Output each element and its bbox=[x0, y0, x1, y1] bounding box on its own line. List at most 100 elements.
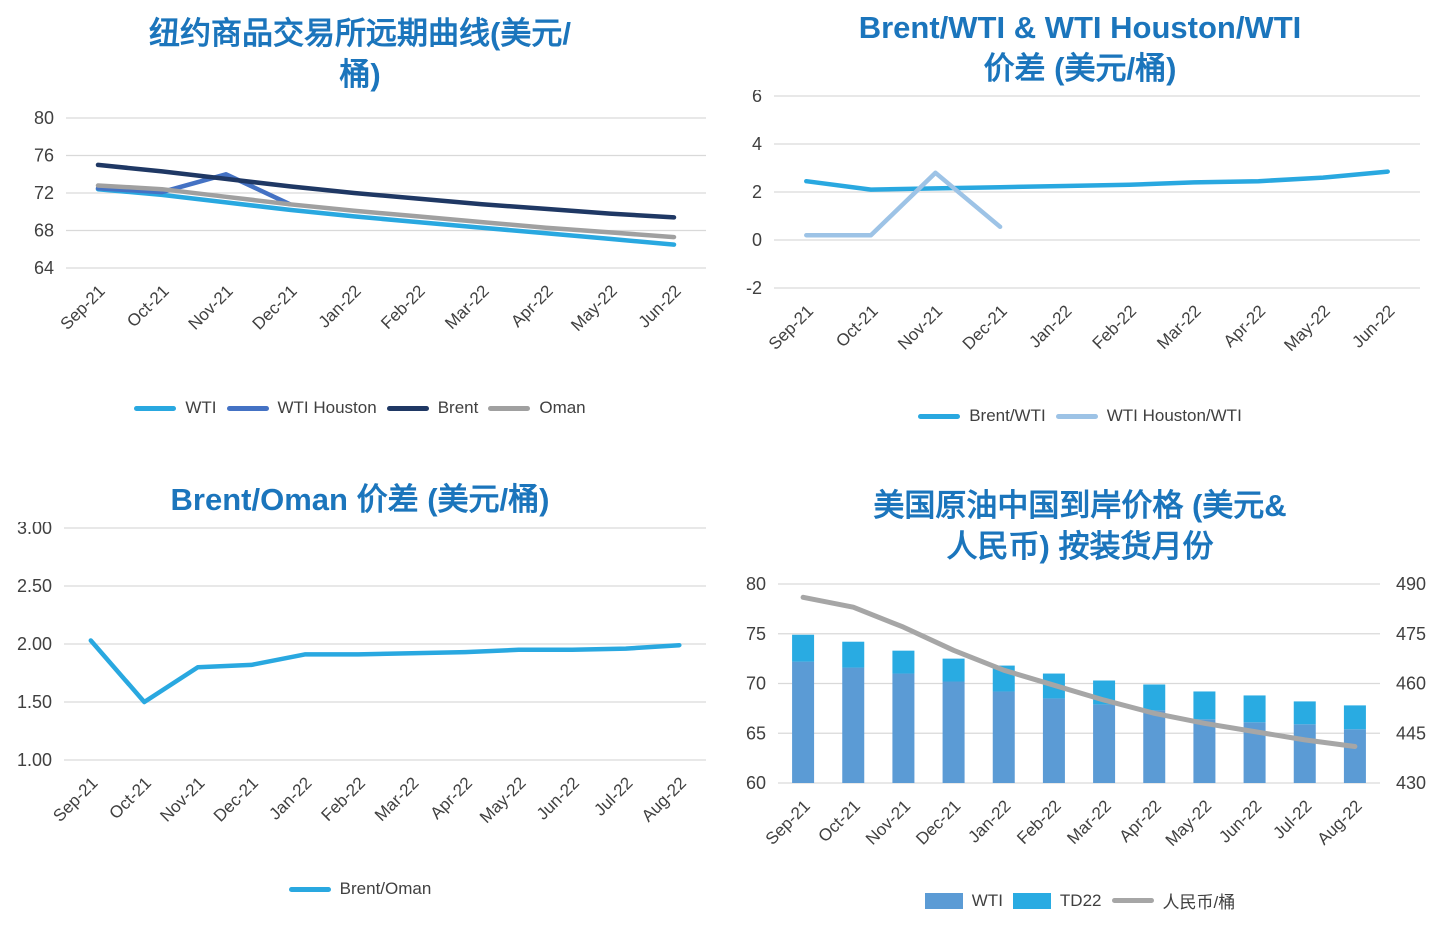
y-tick-label: 1.00 bbox=[17, 750, 52, 770]
x-tick-label: Jun-22 bbox=[533, 773, 583, 823]
bar-segment-WTI bbox=[792, 661, 815, 783]
bar-segment-TD22 bbox=[842, 641, 865, 668]
x-tick-label: Dec-21 bbox=[959, 301, 1011, 353]
legend-label: WTI bbox=[971, 890, 1003, 910]
x-tick-label: Apr-22 bbox=[427, 773, 477, 823]
y-tick-label: 1.50 bbox=[17, 692, 52, 712]
y-tick-label: 65 bbox=[746, 723, 766, 743]
bar-segment-TD22 bbox=[792, 634, 815, 662]
brent-oman-spread-legend: Brent/Oman bbox=[0, 879, 720, 899]
bar-segment-TD22 bbox=[942, 658, 965, 682]
y-tick-label: 0 bbox=[752, 230, 762, 250]
x-tick-label: Nov-21 bbox=[862, 796, 914, 848]
x-tick-label: Jan-22 bbox=[315, 281, 365, 331]
chart-title-line: 美国原油中国到岸价格 (美元& bbox=[873, 488, 1287, 523]
legend-label: Brent/WTI bbox=[969, 406, 1046, 425]
y-tick-label: -2 bbox=[746, 278, 762, 298]
nymex-chart-legend: WTI WTI Houston Brent Oman bbox=[0, 398, 720, 418]
chart-title-line: Brent/WTI & WTI Houston/WTI bbox=[858, 10, 1302, 45]
x-tick-label: Mar-22 bbox=[371, 773, 423, 825]
legend-label: WTI Houston bbox=[277, 398, 377, 417]
brent-wti-spreads-legend: Brent/WTI WTI Houston/WTI bbox=[720, 406, 1440, 426]
y-tick-label: 3.00 bbox=[17, 522, 52, 538]
series-line-Oman bbox=[95, 183, 677, 240]
bar-segment-WTI bbox=[942, 681, 965, 783]
x-tick-label: Dec-21 bbox=[210, 773, 262, 825]
y-tick-label: 2 bbox=[752, 182, 762, 202]
x-tick-label: Jul-22 bbox=[590, 773, 636, 819]
y2-tick-label: 475 bbox=[1396, 624, 1426, 644]
y-tick-label: 80 bbox=[34, 108, 54, 128]
legend-label: WTI bbox=[185, 398, 217, 417]
x-tick-label: Feb-22 bbox=[1013, 796, 1065, 848]
chart-title-line: 价差 (美元/桶) bbox=[983, 50, 1177, 86]
x-tick-label: May-22 bbox=[1280, 301, 1334, 355]
y-tick-label: 2.50 bbox=[17, 576, 52, 596]
x-tick-label: Nov-21 bbox=[185, 281, 237, 333]
x-tick-label: Apr-22 bbox=[1220, 301, 1270, 351]
x-tick-label: Jun-22 bbox=[635, 281, 685, 331]
y-tick-label: 76 bbox=[34, 146, 54, 166]
legend-swatch bbox=[226, 405, 269, 411]
x-tick-label: Mar-22 bbox=[1153, 301, 1205, 353]
legend-item-人民币/桶: 人民币/桶 bbox=[1111, 888, 1235, 913]
y-tick-label: 4 bbox=[752, 134, 762, 154]
legend-item-WTI Houston/WTI: WTI Houston/WTI bbox=[1055, 406, 1242, 426]
chart-title-brent-oman: Brent/Oman 价差 (美元/桶) bbox=[0, 480, 720, 521]
x-tick-label: Feb-22 bbox=[318, 773, 370, 825]
legend-swatch bbox=[1055, 413, 1098, 419]
chart-title-line: Brent/Oman 价差 (美元/桶) bbox=[170, 482, 550, 517]
panel-brent-oman-spread: Brent/Oman 价差 (美元/桶) 3.00 2.50 2.00 1.50 1.0… bbox=[0, 464, 720, 928]
us-crude-china-cif-plot: 80 75 70 65 60 490 475 460 445 430 Sep-21 Oct-21Nov… bbox=[746, 574, 1426, 850]
brent-oman-spread-plot: 3.00 2.50 2.00 1.50 1.00 Sep-21 Oct-21 Nov-21 De… bbox=[17, 522, 706, 827]
x-tick-label: Mar-22 bbox=[441, 281, 493, 333]
bar-segment-TD22 bbox=[1293, 701, 1316, 725]
bar-segment-WTI bbox=[892, 673, 915, 783]
x-tick-label: Aug-22 bbox=[1314, 796, 1366, 848]
y2-tick-label: 460 bbox=[1396, 674, 1426, 694]
y2-tick-label: 430 bbox=[1396, 773, 1426, 793]
bar-segment-TD22 bbox=[1193, 691, 1216, 720]
bar-segment-WTI bbox=[1293, 724, 1316, 783]
legend-item-Brent: Brent bbox=[386, 398, 478, 418]
x-tick-label: Jun-22 bbox=[1348, 301, 1398, 351]
x-tick-label: Dec-21 bbox=[249, 281, 301, 333]
x-tick-label: May-22 bbox=[567, 281, 621, 335]
x-tick-label: Nov-21 bbox=[156, 773, 208, 825]
legend-item-Brent/WTI: Brent/WTI bbox=[918, 406, 1046, 426]
legend-item-Brent/Oman: Brent/Oman bbox=[288, 879, 432, 899]
bar-segment-WTI bbox=[1243, 722, 1266, 783]
legend-label: WTI Houston/WTI bbox=[1106, 406, 1242, 425]
legend-item-Oman: Oman bbox=[488, 398, 586, 418]
legend-item-WTI: WTI bbox=[924, 890, 1003, 911]
x-tick-label: Feb-22 bbox=[1089, 301, 1141, 353]
panel-brent-wti-spreads: Brent/WTI & WTI Houston/WTI 价差 (美元/桶) 6 4… bbox=[720, 0, 1440, 464]
legend-item-WTI Houston: WTI Houston bbox=[226, 398, 377, 418]
bar-segment-WTI bbox=[992, 691, 1015, 783]
x-tick-label: Sep-21 bbox=[49, 773, 101, 825]
y-tick-label: 2.00 bbox=[17, 634, 52, 654]
bar-segment-TD22 bbox=[1143, 684, 1166, 711]
us-crude-china-cif-legend: WTI TD22 人民币/桶 bbox=[720, 888, 1440, 913]
chart-title-line: 人民币) 按装货月份 bbox=[946, 528, 1214, 564]
x-tick-label: Apr-22 bbox=[1116, 796, 1166, 846]
y-tick-label: 70 bbox=[746, 674, 766, 694]
x-tick-label: Apr-22 bbox=[507, 281, 557, 331]
legend-swatch bbox=[134, 405, 177, 411]
x-tick-label: Oct-21 bbox=[123, 281, 173, 331]
legend-swatch bbox=[288, 886, 331, 892]
legend-swatch bbox=[1012, 892, 1051, 909]
legend-label: Oman bbox=[539, 398, 586, 417]
legend-swatch bbox=[488, 405, 531, 411]
bar-segment-WTI bbox=[1193, 719, 1216, 783]
legend-swatch bbox=[386, 405, 429, 411]
y2-tick-label: 490 bbox=[1396, 574, 1426, 594]
legend-label: Brent/Oman bbox=[339, 879, 432, 898]
bar-segment-TD22 bbox=[1343, 705, 1366, 730]
x-tick-label: May-22 bbox=[1162, 796, 1216, 850]
x-tick-label: Feb-22 bbox=[377, 281, 429, 333]
x-tick-label: Aug-22 bbox=[638, 773, 690, 825]
series-line-Brent bbox=[95, 162, 677, 220]
